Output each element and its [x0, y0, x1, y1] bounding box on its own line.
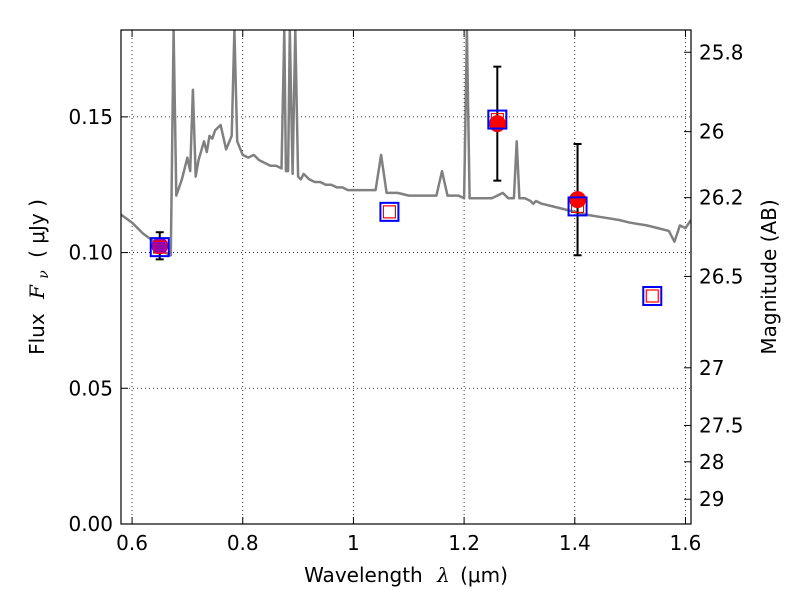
y-axis-label: Flux — [25, 313, 49, 355]
x-tick-label: 0.8 — [227, 531, 259, 555]
y2-tick-label: 27.5 — [699, 413, 744, 437]
model-square-inner — [382, 205, 396, 219]
x-tick-label: 1.4 — [559, 531, 591, 555]
x-tick-label: 1.2 — [448, 531, 480, 555]
plot-area — [121, 30, 691, 306]
model-square — [379, 201, 400, 222]
model-square — [149, 237, 170, 258]
model-square-inner — [645, 289, 659, 303]
y2-tick-label: 29 — [699, 487, 724, 511]
x-axis-title: Wavelength λ (μm) — [304, 563, 508, 587]
y-tick-label: 0.00 — [68, 512, 113, 536]
x-tick-label: 0.6 — [116, 531, 148, 555]
y2-axis-title: Magnitude (AB) — [757, 199, 781, 354]
model-square — [567, 196, 588, 217]
axis-ticks: 0.6 0.8 1 1.2 1.4 1.6 0.00 0.05 0.10 0.15 25.8 26 26… — [68, 30, 744, 555]
y-tick-label: 0.05 — [68, 376, 113, 400]
model-square — [487, 109, 508, 130]
model-square — [642, 286, 663, 306]
y-axis-subscript: ν — [36, 270, 52, 279]
y2-tick-label: 26 — [699, 120, 724, 144]
y2-tick-label: 26.5 — [699, 264, 744, 288]
plot-frame — [120, 29, 692, 525]
y2-tick-label: 25.8 — [699, 40, 744, 64]
grid — [121, 30, 691, 525]
y-axis-title: Flux F ν ( μJy ) — [25, 199, 53, 355]
model-square-inner — [153, 240, 167, 254]
model-square-inner — [570, 199, 585, 214]
y-axis-symbol: F — [25, 284, 49, 300]
model-square-inner — [490, 112, 504, 127]
spectrum-line — [121, 30, 691, 257]
x-tick-label: 1.6 — [670, 531, 702, 555]
x-tick-label: 1 — [347, 531, 360, 555]
x-axis-label: Wavelength — [304, 563, 423, 587]
y-tick-label: 0.10 — [68, 241, 113, 265]
y-tick-label: 0.15 — [68, 105, 113, 129]
x-axis-symbol: λ — [436, 563, 450, 587]
y2-tick-label: 27 — [699, 356, 724, 380]
y2-tick-label: 26.2 — [699, 186, 744, 210]
x-axis-unit: (μm) — [460, 563, 508, 587]
y2-tick-label: 28 — [699, 450, 724, 474]
y-axis-unit: ( μJy ) — [25, 199, 49, 258]
